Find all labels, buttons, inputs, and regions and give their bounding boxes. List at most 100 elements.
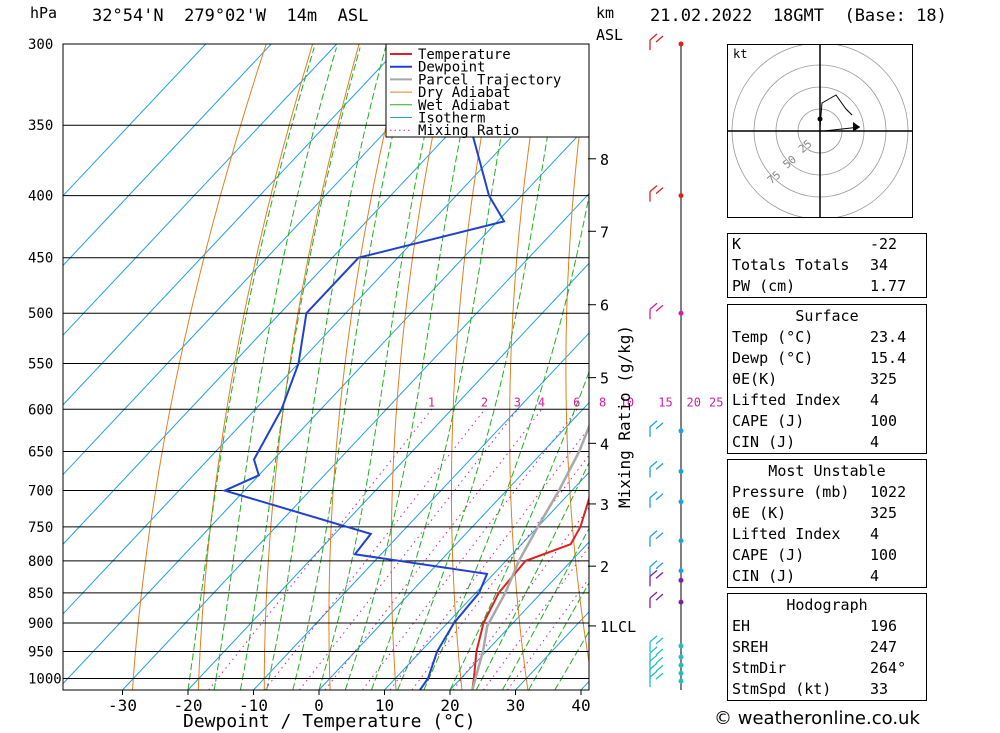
pressure-tick-label: 650	[28, 444, 53, 460]
isotherm-line	[63, 44, 469, 476]
wet-adiabat-line	[528, 581, 589, 690]
wind-level-dot	[678, 678, 684, 684]
pressure-tick-label: 450	[28, 251, 53, 267]
wind-level-dot	[678, 468, 684, 474]
isotherm-line	[122, 192, 589, 690]
series-line-dewpoint	[221, 44, 548, 690]
wind-level-dot	[678, 193, 684, 199]
dry-adiabat-line	[963, 44, 1000, 690]
surface-li-row: Lifted Index 4	[732, 391, 880, 409]
x-tick-label: 0	[314, 696, 324, 715]
pressure-tick-label: 800	[28, 554, 53, 570]
mixing-ratio-label: 1	[428, 395, 435, 409]
mu-thetae-row: θE (K) 325	[732, 504, 898, 522]
wind-level-dot	[678, 662, 684, 668]
sreh-row: SREH 247	[732, 638, 898, 656]
wet-adiabat-line	[370, 47, 518, 690]
mu-cin-row: CIN (J) 4	[732, 567, 880, 585]
wind-level-dot	[678, 670, 684, 676]
pressure-tick-label: 1000	[28, 672, 62, 688]
wind-level-dot	[678, 643, 684, 649]
wind-barb	[649, 420, 664, 437]
isotherm-line	[63, 53, 589, 615]
wind-barb	[649, 670, 664, 688]
wind-barb	[649, 530, 664, 547]
mixing-ratio-label: 3	[514, 395, 521, 409]
km-tick-label: 6	[600, 297, 609, 315]
dry-adiabat-line	[565, 55, 589, 666]
mixing-ratio-label: 15	[658, 395, 672, 409]
wind-barb	[649, 185, 664, 202]
wind-barb	[649, 635, 664, 652]
wet-adiabat-line	[423, 193, 589, 690]
series-line-temperature	[471, 495, 589, 690]
isotherm-line	[63, 44, 403, 406]
km-tick-label: 5	[600, 370, 609, 388]
datetime-title: 21.02.2022 18GMT (Base: 18)	[650, 6, 947, 26]
dry-adiabat-line	[509, 44, 546, 690]
wind-level-dot	[678, 568, 684, 574]
isotherm-line	[384, 471, 589, 690]
wind-level-dot	[678, 499, 684, 505]
km-tick-label: 2	[600, 558, 609, 576]
hodograph-table-title: Hodograph	[786, 596, 868, 614]
isotherm-line	[63, 44, 338, 336]
mixing-ratio-line	[362, 408, 578, 690]
mixing-ratio-axis-title: Mixing Ratio (g/kg)	[615, 325, 634, 508]
legend-entry: Isotherm	[418, 111, 485, 127]
hodograph-trace	[819, 94, 853, 128]
dry-adiabat-line	[328, 44, 406, 690]
mixing-ratio-line	[264, 408, 486, 690]
legend-entry: Parcel Trajectory	[418, 72, 561, 88]
wind-level-dot	[678, 599, 684, 605]
hodograph-ring-label: 50	[780, 153, 799, 171]
asl-unit-label: ASL	[596, 26, 624, 44]
x-tick-label: 30	[506, 696, 525, 715]
pressure-tick-label: 350	[28, 118, 53, 134]
mixing-ratio-line	[411, 454, 589, 690]
wind-level-dot	[678, 538, 684, 544]
wet-adiabat-line	[397, 47, 564, 690]
stmdir-row: StmDir 264°	[732, 659, 907, 677]
x-tick-label: -20	[174, 696, 203, 715]
mixing-ratio-label: 2	[481, 395, 488, 409]
legend-entry: Dewpoint	[418, 60, 485, 76]
legend-entry: Mixing Ratio	[418, 123, 519, 139]
surface-table: Surface Temp (°C) 23.4 Dewp (°C) 15.4 θE(K…	[727, 304, 927, 454]
isotherm-line	[253, 332, 589, 690]
wind-level-dot	[678, 577, 684, 583]
isotherm-line	[318, 402, 589, 690]
most-unstable-table: Most Unstable Pressure (mb) 1022 θE (K) 32…	[727, 459, 927, 588]
eh-row: EH 196	[732, 617, 898, 635]
km-tick-label: 8	[600, 151, 609, 169]
x-tick-label: 10	[375, 696, 394, 715]
dry-adiabat-line	[131, 44, 267, 690]
wind-level-dot	[678, 41, 684, 47]
isotherm-line	[63, 44, 207, 197]
surface-dewp-row: Dewp (°C) 15.4	[732, 349, 907, 367]
wind-barb	[649, 33, 664, 50]
wind-level-dot	[678, 654, 684, 660]
legend-entry: Wet Adiabat	[418, 98, 511, 114]
pressure-tick-label: 900	[28, 616, 53, 632]
location-title: 32°54'N 279°02'W 14m ASL	[92, 6, 369, 26]
hodograph-table: Hodograph EH 196 SREH 247 StmDir 264° StmSp…	[727, 593, 927, 701]
wet-adiabat-line	[475, 461, 589, 690]
wet-adiabat-line	[318, 47, 445, 690]
wet-adiabat-line	[501, 527, 589, 690]
mixing-ratio-line	[389, 426, 589, 690]
mixing-ratio-label: 8	[599, 395, 606, 409]
isotherm-line	[187, 262, 589, 690]
mixing-ratio-label: 4	[538, 395, 545, 409]
dry-adiabat-line	[451, 44, 499, 690]
legend-entry: Temperature	[418, 47, 511, 63]
copyright-footer: © weatheronline.co.uk	[714, 708, 920, 729]
wind-barb	[649, 591, 664, 609]
pw-row: PW (cm) 1.77	[732, 277, 907, 295]
dry-adiabat-line	[197, 44, 314, 690]
pressure-tick-label: 400	[28, 189, 53, 205]
indices-table: K -22 Totals Totals 34 PW (cm) 1.77	[727, 233, 927, 298]
x-axis-title: Dewpoint / Temperature (°C)	[183, 711, 476, 732]
x-tick-label: -30	[108, 696, 137, 715]
